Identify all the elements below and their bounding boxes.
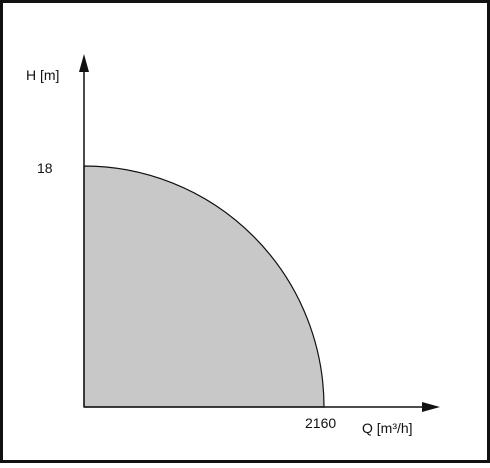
y-axis-arrow-icon xyxy=(79,54,89,72)
y-axis-label: H [m] xyxy=(26,67,59,83)
x-tick-label-2160: 2160 xyxy=(305,415,336,431)
x-axis-arrow-icon xyxy=(422,402,440,412)
y-tick-label-18: 18 xyxy=(37,160,53,176)
x-axis-label: Q [m³/h] xyxy=(362,420,413,436)
performance-area xyxy=(83,165,325,408)
